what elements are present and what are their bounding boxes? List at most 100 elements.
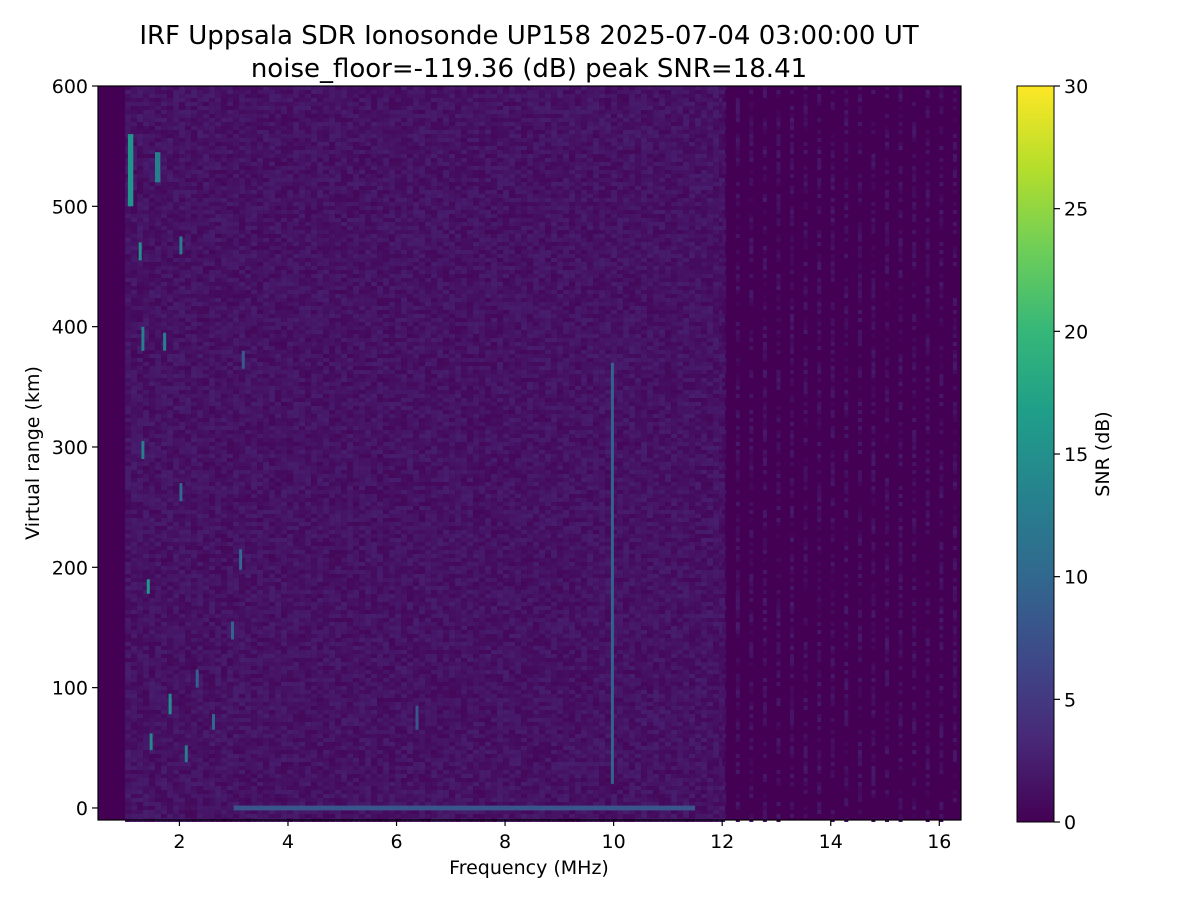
noise-cell: [227, 446, 233, 450]
noise-cell: [239, 790, 245, 794]
noise-cell: [197, 190, 203, 194]
noise-cell: [227, 502, 233, 506]
noise-cell: [263, 386, 269, 390]
noise-cell: [251, 538, 257, 542]
noise-cell: [131, 562, 137, 566]
noise-cell: [251, 298, 257, 302]
noise-cell: [251, 190, 257, 194]
noise-cell: [233, 394, 239, 398]
noise-cell: [131, 350, 137, 354]
noise-cell: [209, 426, 215, 430]
noise-cell: [281, 326, 287, 330]
noise-cell: [131, 682, 137, 686]
noise-cell: [245, 114, 251, 118]
noise-cell: [191, 666, 197, 670]
noise-cell: [227, 202, 233, 206]
noise-cell: [167, 418, 173, 422]
noise-cell: [155, 198, 161, 202]
noise-cell: [167, 414, 173, 418]
noise-cell: [173, 134, 179, 138]
noise-cell: [215, 166, 221, 170]
noise-cell: [215, 654, 221, 658]
noise-cell: [245, 354, 251, 358]
noise-cell: [167, 674, 173, 678]
noise-cell: [191, 618, 197, 622]
noise-cell: [161, 258, 167, 262]
noise-cell: [233, 682, 239, 686]
noise-cell: [179, 678, 185, 682]
noise-cell: [257, 702, 263, 706]
noise-cell: [275, 118, 281, 122]
noise-cell: [263, 798, 269, 802]
noise-cell: [131, 250, 137, 254]
noise-cell: [161, 546, 167, 550]
noise-cell: [275, 202, 281, 206]
noise-cell: [221, 598, 227, 602]
noise-cell: [275, 94, 281, 98]
noise-cell: [149, 522, 155, 526]
noise-cell: [197, 502, 203, 506]
noise-cell: [275, 574, 281, 578]
noise-cell: [185, 278, 191, 282]
noise-cell: [197, 690, 203, 694]
noise-cell: [257, 454, 263, 458]
noise-cell: [275, 586, 281, 590]
noise-cell: [245, 802, 251, 806]
noise-cell: [203, 510, 209, 514]
noise-cell: [149, 346, 155, 350]
noise-cell: [251, 502, 257, 506]
noise-cell: [281, 682, 287, 686]
noise-cell: [131, 218, 137, 222]
noise-cell: [203, 398, 209, 402]
noise-cell: [245, 718, 251, 722]
noise-cell: [125, 794, 131, 798]
noise-cell: [281, 798, 287, 802]
noise-cell: [167, 586, 173, 590]
noise-cell: [227, 242, 233, 246]
noise-cell: [137, 478, 143, 482]
noise-cell: [137, 370, 143, 374]
noise-cell: [161, 290, 167, 294]
noise-cell: [173, 146, 179, 150]
noise-cell: [209, 494, 215, 498]
noise-cell: [203, 518, 209, 522]
noise-cell: [137, 562, 143, 566]
noise-cell: [281, 750, 287, 754]
noise-cell: [203, 670, 209, 674]
noise-cell: [269, 350, 275, 354]
noise-cell: [275, 374, 281, 378]
noise-cell: [179, 334, 185, 338]
noise-cell: [143, 246, 149, 250]
noise-cell: [269, 326, 275, 330]
noise-cell: [143, 134, 149, 138]
noise-cell: [209, 126, 215, 130]
noise-cell: [227, 458, 233, 462]
noise-cell: [221, 206, 227, 210]
noise-cell: [155, 366, 161, 370]
noise-cell: [263, 250, 269, 254]
noise-cell: [215, 714, 221, 718]
noise-cell: [173, 438, 179, 442]
noise-cell: [215, 114, 221, 118]
noise-cell: [251, 254, 257, 258]
noise-cell: [221, 786, 227, 790]
noise-cell: [167, 466, 173, 470]
noise-cell: [179, 230, 185, 234]
noise-cell: [179, 566, 185, 570]
noise-cell: [203, 502, 209, 506]
noise-cell: [209, 498, 215, 502]
noise-cell: [245, 326, 251, 330]
noise-cell: [125, 546, 131, 550]
noise-cell: [239, 506, 245, 510]
noise-cell: [281, 418, 287, 422]
noise-cell: [143, 306, 149, 310]
noise-cell: [233, 490, 239, 494]
noise-cell: [221, 302, 227, 306]
noise-cell: [161, 102, 167, 106]
noise-cell: [233, 770, 239, 774]
noise-cell: [149, 242, 155, 246]
noise-cell: [125, 330, 131, 334]
noise-cell: [215, 338, 221, 342]
noise-cell: [275, 614, 281, 618]
noise-cell: [227, 430, 233, 434]
